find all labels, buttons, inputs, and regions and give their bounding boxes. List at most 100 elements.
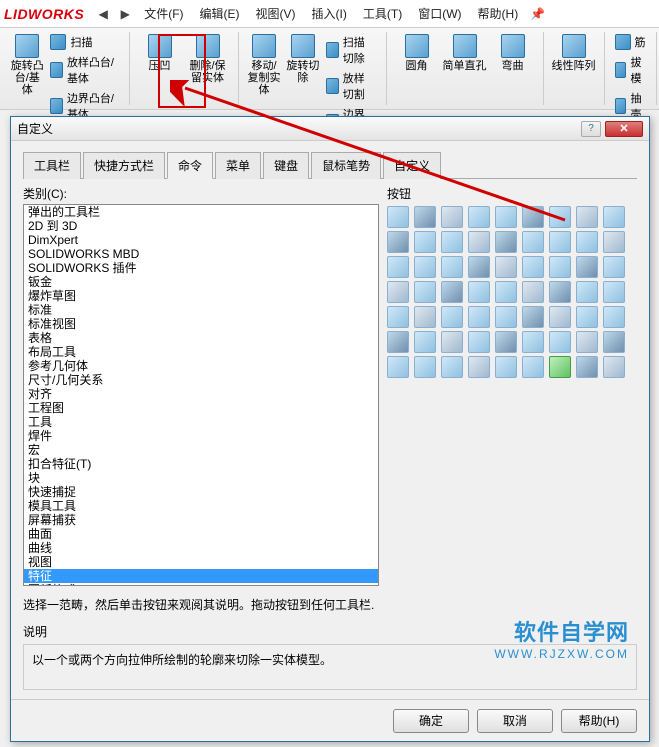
command-icon[interactable] [414, 206, 436, 228]
command-icon[interactable] [576, 231, 598, 253]
nav-fwd-icon[interactable]: ▶ [116, 5, 134, 23]
ribbon-loft-cut[interactable]: 放样切割 [322, 68, 379, 104]
command-icon[interactable] [603, 206, 625, 228]
command-icon[interactable] [441, 206, 463, 228]
command-icon[interactable] [549, 231, 571, 253]
ribbon-rib[interactable]: 筋 [611, 32, 650, 52]
command-icon[interactable] [414, 331, 436, 353]
command-icon[interactable] [603, 256, 625, 278]
command-icon[interactable] [414, 356, 436, 378]
list-item[interactable]: SOLIDWORKS 插件 [24, 261, 378, 275]
command-icon[interactable] [468, 256, 490, 278]
command-icon[interactable] [387, 231, 409, 253]
list-item[interactable]: 参考几何体 [24, 359, 378, 373]
command-icon[interactable] [441, 281, 463, 303]
command-icon[interactable] [549, 281, 571, 303]
list-item[interactable]: 尺寸/几何关系 [24, 373, 378, 387]
ribbon-sweep-cut[interactable]: 扫描切除 [322, 32, 379, 68]
ribbon-linear-pattern[interactable]: 线性阵列 [550, 32, 598, 74]
list-item[interactable]: 标准视图 [24, 317, 378, 331]
dialog-help-icon[interactable]: ? [581, 121, 601, 137]
command-icon[interactable] [576, 206, 598, 228]
command-icon[interactable] [576, 331, 598, 353]
tab-5[interactable]: 鼠标笔势 [311, 152, 381, 179]
command-icon[interactable] [495, 356, 517, 378]
category-listbox[interactable]: 弹出的工具栏2D 到 3DDimXpertSOLIDWORKS MBDSOLID… [23, 204, 379, 586]
command-icon[interactable] [441, 356, 463, 378]
command-icon[interactable] [576, 356, 598, 378]
command-icon[interactable] [468, 206, 490, 228]
menu-view[interactable]: 视图(V) [248, 1, 304, 26]
list-item[interactable]: DimXpert [24, 233, 378, 247]
list-item[interactable]: 图纸格式 [24, 583, 378, 586]
command-icon[interactable] [414, 306, 436, 328]
nav-back-icon[interactable]: ◀ [94, 5, 112, 23]
command-icon[interactable] [522, 256, 544, 278]
list-item[interactable]: 视图 [24, 555, 378, 569]
list-item[interactable]: 曲线 [24, 541, 378, 555]
dialog-close-icon[interactable]: ✕ [605, 121, 643, 137]
ribbon-indent[interactable]: 压凹 [136, 32, 184, 74]
list-item[interactable]: 对齐 [24, 387, 378, 401]
list-item[interactable]: 表格 [24, 331, 378, 345]
command-icon[interactable] [549, 206, 571, 228]
list-item[interactable]: 块 [24, 471, 378, 485]
command-icon[interactable] [549, 331, 571, 353]
command-icon[interactable] [468, 231, 490, 253]
menu-window[interactable]: 窗口(W) [410, 1, 469, 26]
menu-help[interactable]: 帮助(H) [470, 1, 527, 26]
command-icon[interactable] [522, 306, 544, 328]
command-icon[interactable] [522, 331, 544, 353]
command-icon[interactable] [387, 206, 409, 228]
command-icon[interactable] [603, 306, 625, 328]
ribbon-fillet[interactable]: 圆角 [393, 32, 441, 74]
tab-6[interactable]: 自定义 [383, 152, 441, 179]
ribbon-flex[interactable]: 弯曲 [489, 32, 537, 74]
list-item[interactable]: 特征 [24, 569, 378, 583]
command-icon[interactable] [387, 356, 409, 378]
cancel-button[interactable]: 取消 [477, 709, 553, 733]
list-item[interactable]: 弹出的工具栏 [24, 205, 378, 219]
command-icon[interactable] [495, 231, 517, 253]
menu-edit[interactable]: 编辑(E) [192, 1, 248, 26]
list-item[interactable]: 标准 [24, 303, 378, 317]
menu-file[interactable]: 文件(F) [136, 1, 191, 26]
command-icon[interactable] [603, 281, 625, 303]
command-icon[interactable] [549, 356, 571, 378]
list-item[interactable]: 扣合特征(T) [24, 457, 378, 471]
ribbon-draft[interactable]: 拔模 [611, 52, 650, 88]
ribbon-revolve-boss[interactable]: 旋转凸台/基体 [8, 32, 46, 98]
command-icon[interactable] [468, 306, 490, 328]
command-icon[interactable] [468, 331, 490, 353]
command-icon[interactable] [603, 331, 625, 353]
command-icon[interactable] [495, 331, 517, 353]
tab-2[interactable]: 命令 [167, 152, 213, 179]
command-icon[interactable] [495, 306, 517, 328]
command-icon[interactable] [576, 306, 598, 328]
command-icon[interactable] [387, 256, 409, 278]
tab-1[interactable]: 快捷方式栏 [83, 152, 165, 179]
command-icon[interactable] [603, 231, 625, 253]
help-button[interactable]: 帮助(H) [561, 709, 637, 733]
command-icon[interactable] [441, 256, 463, 278]
list-item[interactable]: 宏 [24, 443, 378, 457]
ribbon-sweep[interactable]: 扫描 [46, 32, 122, 52]
pin-icon[interactable]: 📌 [530, 7, 545, 21]
command-icon[interactable] [387, 306, 409, 328]
menu-insert[interactable]: 插入(I) [304, 1, 355, 26]
list-item[interactable]: 布局工具 [24, 345, 378, 359]
command-icon[interactable] [441, 331, 463, 353]
command-icon[interactable] [468, 356, 490, 378]
ribbon-move-copy[interactable]: 移动/复制实体 [245, 32, 284, 98]
command-icon[interactable] [576, 256, 598, 278]
list-item[interactable]: 爆炸草图 [24, 289, 378, 303]
command-icon[interactable] [522, 281, 544, 303]
list-item[interactable]: 模具工具 [24, 499, 378, 513]
list-item[interactable]: 工具 [24, 415, 378, 429]
command-icon[interactable] [387, 281, 409, 303]
command-icon[interactable] [549, 306, 571, 328]
command-icon[interactable] [495, 256, 517, 278]
ribbon-revolve-cut[interactable]: 旋转切除 [283, 32, 322, 86]
command-icon[interactable] [414, 256, 436, 278]
ribbon-loft[interactable]: 放样凸台/基体 [46, 52, 122, 88]
